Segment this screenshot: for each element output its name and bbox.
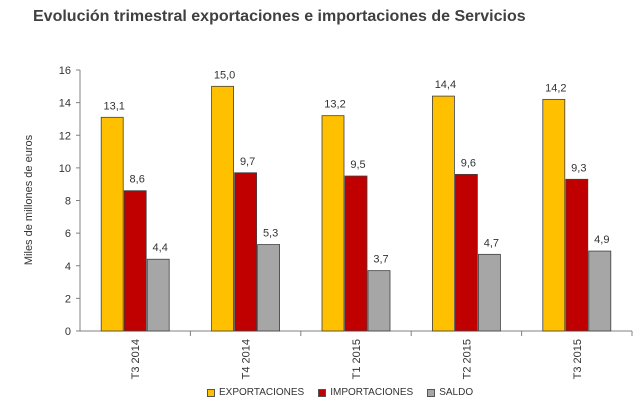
- x-tick-label: T2 2015: [461, 339, 473, 379]
- x-tick-label: T3 2014: [130, 339, 142, 379]
- data-label: 4,4: [153, 242, 168, 254]
- x-tick-label: T1 2015: [351, 339, 363, 379]
- data-label: 9,3: [571, 162, 586, 174]
- legend-item-saldo: SALDO: [427, 387, 473, 398]
- y-tick-label: 16: [59, 65, 71, 77]
- data-label: 13,1: [103, 100, 124, 112]
- legend-swatch: [207, 388, 215, 397]
- y-axis-label: Miles de millones de euros: [23, 134, 35, 265]
- bar-exportaciones: [321, 115, 345, 332]
- bar-exportaciones: [100, 116, 124, 332]
- data-label: 3,7: [373, 254, 388, 266]
- legend-swatch: [318, 388, 327, 397]
- bar-exportaciones: [211, 85, 235, 332]
- data-label: 15,0: [214, 69, 235, 81]
- legend-item-importaciones: IMPORTACIONES: [318, 387, 413, 398]
- bar-importaciones: [123, 190, 147, 332]
- data-label: 14,2: [545, 82, 566, 94]
- y-tick-label: 2: [65, 293, 71, 305]
- x-tick-label: T3 2015: [572, 339, 584, 379]
- bar-importaciones: [565, 178, 589, 332]
- y-tick-label: 12: [59, 130, 71, 142]
- data-label: 9,7: [240, 156, 255, 168]
- axes: 0 2 4 6 8 10 12 14 16 T3 2014 T4 2014 T1 2015 T2 201…: [59, 65, 633, 379]
- data-label: 9,6: [461, 157, 476, 169]
- bar-saldo: [477, 253, 501, 332]
- bar-importaciones: [234, 172, 258, 332]
- data-label: 9,5: [350, 159, 365, 171]
- bar-saldo: [367, 270, 391, 332]
- y-tick-label: 0: [65, 326, 71, 338]
- legend-item-exportaciones: EXPORTACIONES: [207, 387, 304, 398]
- data-label: 13,2: [324, 99, 345, 111]
- bar-importaciones: [344, 175, 368, 332]
- chart-title: Evolución trimestral exportaciones e imp…: [33, 8, 526, 25]
- bar-exportaciones: [431, 95, 455, 332]
- legend: EXPORTACIONES IMPORTACIONES SALDO: [207, 387, 473, 398]
- bars: [100, 85, 612, 332]
- bar-saldo: [257, 244, 281, 332]
- legend-label: IMPORTACIONES: [330, 387, 414, 398]
- data-labels: 13,1 8,6 4,4 15,0 9,7 5,3 13,2 9,5 3,7 14,4 9,6 4,7…: [103, 69, 609, 265]
- y-tick-label: 10: [59, 163, 71, 175]
- data-label: 8,6: [130, 174, 145, 186]
- x-tick-label: T4 2014: [241, 339, 253, 379]
- data-label: 5,3: [263, 228, 278, 240]
- data-label: 14,4: [435, 79, 456, 91]
- legend-label: SALDO: [439, 387, 474, 398]
- y-tick-label: 8: [65, 196, 71, 208]
- bar-exportaciones: [542, 98, 566, 332]
- data-label: 4,7: [484, 237, 499, 249]
- y-tick-label: 4: [65, 261, 71, 273]
- bar-saldo: [146, 258, 170, 332]
- bar-importaciones: [454, 173, 478, 332]
- y-tick-label: 14: [59, 98, 71, 110]
- legend-label: EXPORTACIONES: [219, 387, 305, 398]
- data-label: 4,9: [594, 234, 609, 246]
- y-tick-label: 6: [65, 228, 71, 240]
- bar-saldo: [588, 250, 612, 332]
- legend-swatch: [427, 388, 436, 397]
